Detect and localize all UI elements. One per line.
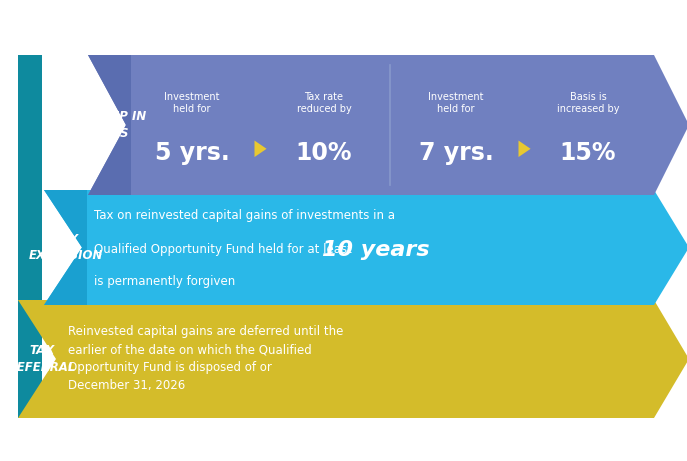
Text: 10%: 10%: [295, 141, 352, 165]
Text: Qualified Opportunity Fund held for at least: Qualified Opportunity Fund held for at l…: [94, 243, 356, 256]
Polygon shape: [88, 55, 687, 195]
Text: Tax on reinvested capital gains of investments in a: Tax on reinvested capital gains of inves…: [94, 209, 395, 222]
Polygon shape: [254, 141, 267, 157]
Text: STEP-UP IN
BASIS: STEP-UP IN BASIS: [72, 110, 146, 140]
Text: 10 years: 10 years: [322, 240, 429, 260]
Polygon shape: [18, 300, 687, 418]
Polygon shape: [44, 190, 687, 305]
Polygon shape: [519, 141, 530, 157]
Text: is permanently forgiven: is permanently forgiven: [94, 276, 235, 289]
Text: 5 yrs.: 5 yrs.: [155, 141, 229, 165]
Text: TAX
DEFERRAL: TAX DEFERRAL: [8, 344, 76, 374]
Text: Reinvested capital gains are deferred until the
earlier of the date on which the: Reinvested capital gains are deferred un…: [68, 325, 344, 392]
Text: 15%: 15%: [560, 141, 616, 165]
Polygon shape: [44, 190, 87, 305]
Polygon shape: [88, 55, 131, 195]
Text: Basis is
increased by: Basis is increased by: [556, 92, 619, 113]
Text: TAX
EXCLUSION: TAX EXCLUSION: [29, 233, 103, 262]
Text: 7 yrs.: 7 yrs.: [418, 141, 493, 165]
Bar: [18, 55, 42, 418]
Text: Tax rate
reduced by: Tax rate reduced by: [297, 92, 351, 113]
Text: Investment
held for: Investment held for: [164, 92, 220, 113]
Text: Investment
held for: Investment held for: [428, 92, 484, 113]
